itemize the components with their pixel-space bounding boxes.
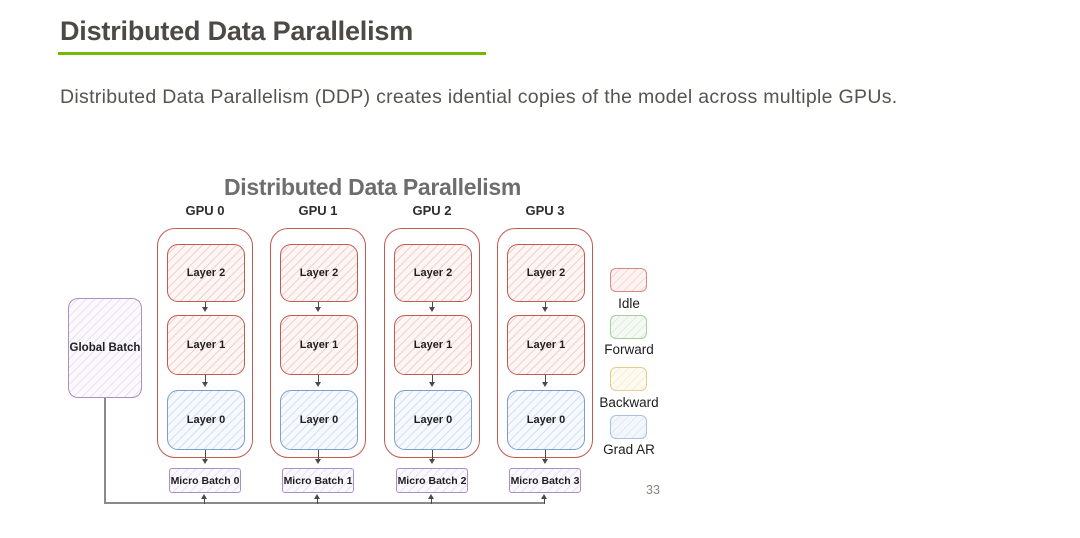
micro-batch-box: Micro Batch 0 (169, 468, 241, 493)
gpu-label: GPU 3 (525, 203, 565, 218)
layer-box: Layer 1 (394, 315, 472, 375)
arrow-down-icon (429, 450, 435, 464)
arrow-down-icon (542, 450, 548, 464)
legend-idle-label: Idle (618, 296, 640, 311)
arrow-up-icon (428, 494, 434, 504)
layer-box: Layer 0 (507, 390, 585, 450)
title-underline (58, 52, 486, 55)
layer-box: Layer 2 (507, 244, 585, 302)
legend-forward-label: Forward (604, 342, 654, 357)
legend-forward-swatch (610, 315, 647, 339)
gpu-label: GPU 2 (412, 203, 452, 218)
gpu-column: Layer 2 Layer 1 Layer 0 (384, 228, 480, 464)
arrow-down-icon (315, 450, 321, 464)
global-batch-connector-vertical (104, 398, 106, 503)
arrow-down-icon (542, 302, 548, 312)
micro-batch-box: Micro Batch 1 (282, 468, 354, 493)
gpu-column: Layer 2 Layer 1 Layer 0 (270, 228, 366, 464)
legend-backward-label: Backward (599, 395, 659, 410)
page-subtitle: Distributed Data Parallelism (DDP) creat… (60, 86, 898, 108)
legend-gradar-swatch (610, 415, 647, 439)
legend-gradar-label: Grad AR (603, 442, 655, 457)
arrow-up-icon (314, 494, 320, 504)
arrow-up-icon (201, 494, 207, 504)
layer-box: Layer 2 (280, 244, 358, 302)
arrow-down-icon (315, 302, 321, 312)
diagram-title: Distributed Data Parallelism (223, 174, 522, 200)
arrow-down-icon (542, 375, 548, 387)
gpu-column: Layer 2 Layer 1 Layer 0 (157, 228, 253, 464)
layer-box: Layer 0 (394, 390, 472, 450)
micro-batch-box: Micro Batch 2 (396, 468, 468, 493)
layer-box: Layer 0 (167, 390, 245, 450)
arrow-down-icon (315, 375, 321, 387)
gpu-label: GPU 1 (298, 203, 338, 218)
arrow-down-icon (429, 302, 435, 312)
layer-box: Layer 2 (394, 244, 472, 302)
layer-box: Layer 1 (167, 315, 245, 375)
legend-idle-swatch (610, 268, 647, 292)
gpu-label: GPU 0 (185, 203, 225, 218)
layer-box: Layer 1 (507, 315, 585, 375)
global-batch-box: Global Batch (68, 298, 142, 398)
layer-box: Layer 2 (167, 244, 245, 302)
page-title: Distributed Data Parallelism (60, 16, 414, 46)
global-batch-connector-horizontal (104, 502, 545, 504)
layer-box: Layer 1 (280, 315, 358, 375)
arrow-down-icon (429, 375, 435, 387)
legend-backward-swatch (610, 367, 647, 391)
arrow-down-icon (202, 450, 208, 464)
layer-box: Layer 0 (280, 390, 358, 450)
gpu-column: Layer 2 Layer 1 Layer 0 (497, 228, 593, 464)
arrow-down-icon (202, 375, 208, 387)
page-number: 33 (646, 483, 660, 497)
arrow-down-icon (202, 302, 208, 312)
micro-batch-box: Micro Batch 3 (509, 468, 581, 493)
arrow-up-icon (541, 494, 547, 504)
